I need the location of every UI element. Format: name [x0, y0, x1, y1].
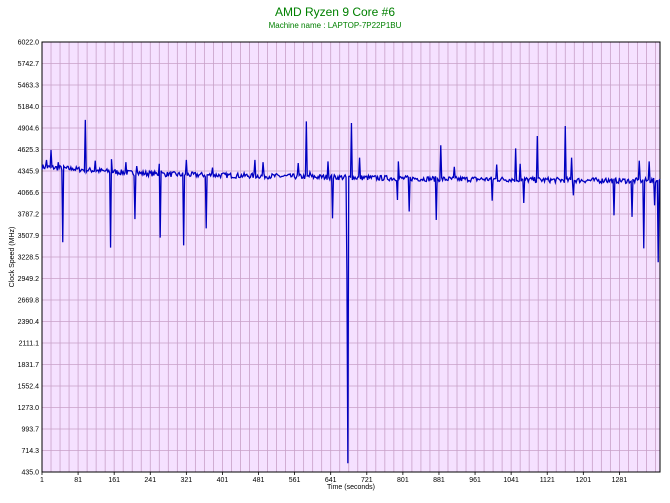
plot-border [41, 41, 661, 473]
x-tick-label: 241 [144, 477, 156, 484]
chart-title: AMD Ryzen 9 Core #6 [274, 5, 396, 19]
x-tick-label: 161 [108, 477, 120, 484]
grid-lines [41, 41, 660, 473]
y-tick-labels: 435.0 714.3 993.7 1273.0 1552.4 1831.7 2111.1 2… [18, 40, 40, 477]
y-tick-label: 4066.6 [18, 190, 40, 197]
y-tick-label: 2111.1 [19, 341, 39, 348]
x-tick-label: 961 [469, 477, 481, 484]
x-tick-label: 721 [361, 477, 373, 484]
y-tick-label: 1831.7 [18, 362, 40, 369]
y-tick-label: 4345.9 [18, 169, 40, 176]
y-tick-label: 2390.4 [18, 319, 40, 326]
y-tick-label: 4904.6 [18, 126, 40, 133]
y-tick-label: 3787.2 [18, 212, 40, 219]
x-tick-label: 1 [40, 477, 44, 484]
x-axis-title: Time (seconds) [327, 484, 375, 491]
y-tick-label: 5184.0 [18, 104, 40, 111]
y-axis-title: Clock Speed (MHz) [9, 227, 16, 288]
x-tick-label: 81 [74, 477, 82, 484]
chart-subtitle: Machine name : LAPTOP-7P22P1BU [268, 21, 402, 30]
x-tick-label: 321 [181, 477, 193, 484]
series-line-core-6 [41, 119, 661, 464]
y-tick-label: 5742.7 [18, 61, 40, 68]
y-tick-label: 2949.2 [18, 276, 40, 283]
x-tick-label: 1201 [576, 477, 592, 484]
x-tick-label: 881 [433, 477, 445, 484]
y-tick-label: 6022.0 [18, 40, 40, 47]
x-tick-label: 641 [325, 477, 337, 484]
y-tick-label: 5463.3 [18, 83, 40, 90]
y-tick-label: 3507.9 [18, 233, 40, 240]
y-tick-label: 993.7 [21, 427, 39, 434]
y-tick-label: 714.3 [21, 448, 39, 455]
x-tick-label: 1121 [540, 477, 555, 484]
y-tick-label: 1552.4 [18, 384, 40, 391]
x-tick-label: 401 [217, 477, 229, 484]
x-tick-label: 1281 [612, 477, 628, 484]
x-tick-label: 561 [289, 477, 301, 484]
x-tick-label: 481 [253, 477, 265, 484]
y-tick-label: 435.0 [21, 470, 39, 477]
x-tick-labels: 1 81 161 241 321 401 481 561 641 721 801 881 961 1041… [40, 472, 627, 484]
x-tick-label: 801 [397, 477, 409, 484]
y-tick-label: 3228.5 [18, 255, 40, 262]
y-tick-label: 4625.3 [18, 147, 40, 154]
y-tick-label: 2669.8 [18, 298, 40, 305]
y-tick-label: 1273.0 [18, 405, 40, 412]
x-tick-label: 1041 [503, 477, 519, 484]
